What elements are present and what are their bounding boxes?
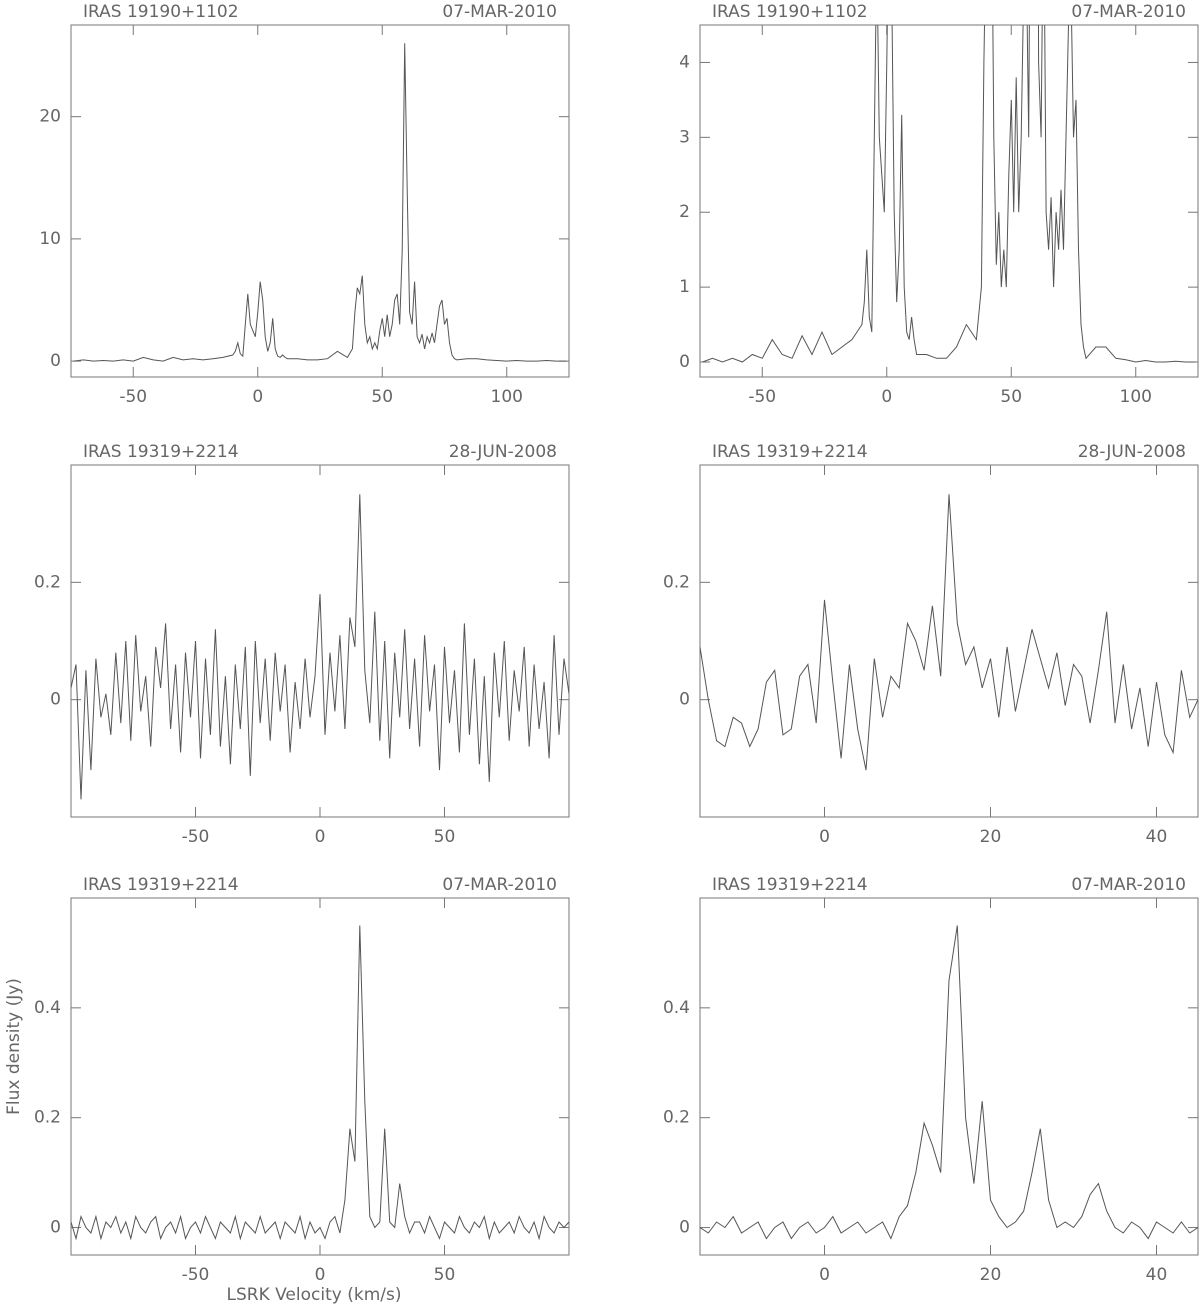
plot-area (700, 494, 1198, 771)
plot-frame (699, 24, 1199, 378)
x-tick-label: 40 (1146, 1265, 1168, 1285)
y-tick-label: 0 (679, 352, 690, 372)
y-axis-label: Flux density (Jy) (4, 978, 24, 1115)
x-tick-label: 100 (491, 387, 523, 407)
x-tick-label: -50 (748, 387, 776, 407)
panel-date: 07-MAR-2010 (442, 2, 557, 22)
x-tick-label: 0 (252, 387, 263, 407)
y-tick-label: 3 (679, 127, 690, 147)
x-tick-label: 50 (371, 387, 393, 407)
x-tick-label: -50 (182, 1265, 210, 1285)
plot-frame (70, 464, 570, 818)
spectrum-line (71, 494, 569, 800)
x-tick-label: 0 (315, 827, 326, 847)
plot-area (73, 43, 567, 362)
y-tick-label: 10 (39, 229, 61, 249)
y-tick-label: 20 (39, 107, 61, 127)
plot-area (71, 494, 569, 800)
panel-title: IRAS 19319+2214 (712, 442, 868, 462)
x-tick-label: -50 (119, 387, 147, 407)
y-tick-label: 0.4 (663, 998, 690, 1018)
x-tick-label: 50 (1000, 387, 1022, 407)
y-tick-label: 1 (679, 277, 690, 297)
y-tick-label: 0.2 (34, 572, 61, 592)
plot-area (71, 925, 569, 1241)
plot-frame (699, 897, 1199, 1256)
panel-date: 07-MAR-2010 (1071, 2, 1186, 22)
spectrum-line (700, 925, 1198, 1240)
x-tick-label: 0 (819, 827, 830, 847)
panel-date: 28-JUN-2008 (1078, 442, 1186, 462)
x-tick-label: 50 (434, 1265, 456, 1285)
x-tick-label: 100 (1120, 387, 1152, 407)
x-tick-label: 20 (980, 827, 1002, 847)
spectrum-line (702, 25, 1196, 363)
plot-frame (70, 24, 570, 378)
plot-area (700, 925, 1198, 1240)
panel-date: 07-MAR-2010 (442, 875, 557, 895)
x-tick-label: 20 (980, 1265, 1002, 1285)
plot-frame (70, 897, 570, 1256)
plot-area (702, 25, 1196, 363)
panel-title: IRAS 19190+1102 (83, 2, 239, 22)
plot-frame (699, 464, 1199, 818)
x-axis-label: LSRK Velocity (km/s) (227, 1285, 402, 1305)
y-tick-label: 0 (50, 351, 61, 371)
y-tick-label: 0.2 (663, 572, 690, 592)
x-tick-label: 0 (315, 1265, 326, 1285)
spectrum-line (73, 43, 567, 362)
panel-title: IRAS 19319+2214 (712, 875, 868, 895)
y-tick-label: 0.2 (34, 1108, 61, 1128)
panel-title: IRAS 19319+2214 (83, 442, 239, 462)
x-tick-label: -50 (182, 827, 210, 847)
y-tick-label: 0.4 (34, 998, 61, 1018)
y-tick-label: 0 (50, 690, 61, 710)
y-tick-label: 0.2 (663, 1108, 690, 1128)
y-tick-label: 0 (679, 690, 690, 710)
y-tick-label: 2 (679, 202, 690, 222)
y-tick-label: 4 (679, 52, 690, 72)
spectrum-line (71, 925, 569, 1241)
panel-date: 28-JUN-2008 (449, 442, 557, 462)
x-tick-label: 40 (1146, 827, 1168, 847)
panel-title: IRAS 19190+1102 (712, 2, 868, 22)
y-tick-label: 0 (50, 1218, 61, 1238)
x-tick-label: 50 (434, 827, 456, 847)
panel-date: 07-MAR-2010 (1071, 875, 1186, 895)
x-tick-label: 0 (819, 1265, 830, 1285)
y-tick-label: 0 (679, 1218, 690, 1238)
spectrum-line (700, 494, 1198, 771)
x-tick-label: 0 (881, 387, 892, 407)
panel-title: IRAS 19319+2214 (83, 875, 239, 895)
